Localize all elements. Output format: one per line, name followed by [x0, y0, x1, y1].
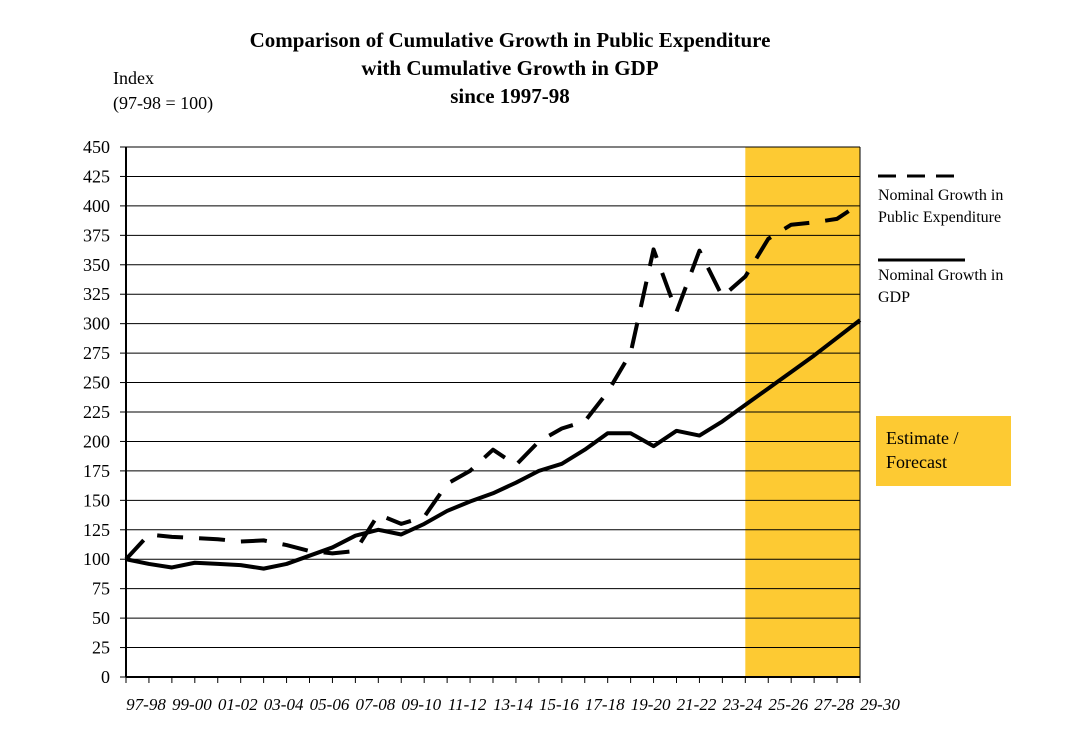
x-tick-label: 11-12	[448, 695, 487, 714]
x-tick-label: 19-20	[631, 695, 671, 714]
y-tick-label: 375	[83, 225, 110, 245]
estimate-forecast-box: Estimate / Forecast	[876, 416, 1011, 486]
y-tick-label: 125	[83, 520, 110, 540]
y-tick-label: 275	[83, 343, 110, 363]
expenditure-line	[124, 201, 862, 561]
estimate-label-line1: Estimate /	[886, 428, 959, 448]
x-tick-label: 97-98	[126, 695, 166, 714]
y-tick-label: 150	[83, 490, 110, 510]
legend-gdp: Nominal Growth in GDP	[878, 265, 1003, 309]
chart-title-line2: with Cumulative Growth in GDP	[361, 56, 659, 80]
x-tick-label: 05-06	[310, 695, 350, 714]
y-tick-label: 0	[101, 667, 110, 687]
y-tick-label: 300	[83, 314, 110, 334]
legend-expenditure-line1: Nominal Growth in	[878, 187, 1004, 204]
x-tick-label: 25-26	[768, 695, 808, 714]
legend-expenditure-line2: Public Expenditure	[878, 209, 1002, 226]
y-tick-label: 50	[92, 608, 110, 628]
y-tick-label: 325	[83, 284, 110, 304]
x-tick-label: 99-00	[172, 695, 212, 714]
y-tick-label: 25	[92, 638, 110, 658]
x-tick-label: 15-16	[539, 695, 579, 714]
y-tick-label: 175	[83, 461, 110, 481]
legend-gdp-line1: Nominal Growth in	[878, 267, 1004, 284]
y-tick-label: 425	[83, 166, 110, 186]
gdp-line	[125, 318, 862, 571]
chart-title-line1: Comparison of Cumulative Growth in Publi…	[249, 28, 771, 52]
y-tick-label: 100	[83, 549, 110, 569]
legend-expenditure: Nominal Growth in Public Expenditure	[878, 185, 1003, 229]
y-tick-label: 250	[83, 373, 110, 393]
x-tick-label: 29-30	[860, 695, 900, 714]
x-tick-label: 13-14	[493, 695, 533, 714]
legend-gdp-line2: GDP	[878, 289, 911, 306]
x-tick-label: 23-24	[723, 695, 763, 714]
y-tick-label: 200	[83, 431, 110, 451]
y-tick-label: 450	[83, 137, 110, 157]
y-tick-label: 350	[83, 255, 110, 275]
x-tick-label: 17-18	[585, 695, 625, 714]
y-tick-label: 225	[83, 402, 110, 422]
y-tick-label: 75	[92, 579, 110, 599]
estimate-label-line2: Forecast	[886, 452, 947, 472]
x-tick-label: 01-02	[218, 695, 258, 714]
x-tick-label: 03-04	[264, 695, 304, 714]
x-tick-label: 21-22	[677, 695, 717, 714]
y-axis-sublabel: (97-98 = 100)	[113, 93, 214, 113]
y-axis-label: Index	[113, 68, 154, 88]
x-tick-label: 27-28	[814, 695, 854, 714]
x-tick-label: 09-10	[401, 695, 441, 714]
y-tick-label: 400	[83, 196, 110, 216]
x-tick-label: 07-08	[356, 695, 396, 714]
chart-title-line3: since 1997-98	[450, 84, 570, 108]
